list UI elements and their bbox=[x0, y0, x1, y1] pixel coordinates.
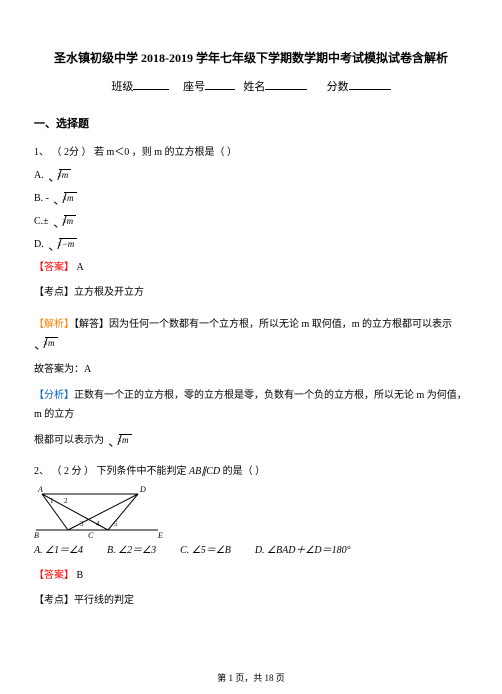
q1-stem: 1、 （ 2分 ） 若 m＜0 ，则 m 的立方根是（ ） bbox=[34, 144, 468, 161]
radicand: m bbox=[59, 169, 72, 180]
q2-optD: D. ∠BAD＋∠D＝180° bbox=[255, 542, 351, 559]
q1-optC: C.± 3m bbox=[34, 213, 468, 230]
exp2-tail-text: 根都可以表示为 bbox=[34, 432, 104, 449]
label-name: 姓名 bbox=[243, 81, 265, 93]
q1-answer: 【答案】 A bbox=[34, 259, 468, 276]
q1-exp1-tail: 故答案为：A bbox=[34, 361, 468, 378]
angle-5: 5 bbox=[114, 520, 118, 528]
cubert-icon: 3−m bbox=[56, 236, 78, 253]
geometry-diagram: A D B E C 1 2 3 4 5 bbox=[34, 486, 174, 538]
cubert-icon: 3m bbox=[42, 334, 58, 353]
answer-label: 【答案】 bbox=[34, 262, 74, 273]
blank-score bbox=[349, 79, 391, 90]
q2-stem-b: AB∥CD bbox=[189, 466, 220, 477]
exp-label: 【解析】 bbox=[34, 319, 74, 330]
pt-D: D bbox=[139, 486, 146, 494]
kp-value: 平行线的判定 bbox=[74, 595, 134, 606]
q1-optD: D. 3−m bbox=[34, 236, 468, 253]
q1-optB: B. - 3m bbox=[34, 190, 468, 207]
q2-stem: 2、 （ 2 分 ） 下列条件中不能判定 AB∥CD 的是（ ） bbox=[34, 463, 468, 480]
q1-kp: 【考点】立方根及开立方 bbox=[34, 284, 468, 301]
blank-class bbox=[133, 79, 169, 90]
kp-label: 【考点】 bbox=[34, 595, 74, 606]
q2-options: A. ∠1＝∠4 B. ∠2＝∠3 C. ∠5＝∠B D. ∠BAD＋∠D＝18… bbox=[34, 542, 468, 559]
angle-4: 4 bbox=[96, 520, 100, 528]
q2-optC: C. ∠5＝∠B bbox=[180, 542, 231, 559]
q2-kp: 【考点】平行线的判定 bbox=[34, 592, 468, 609]
radicand: m bbox=[45, 337, 58, 348]
angle-1: 1 bbox=[50, 497, 54, 505]
radicand: m bbox=[119, 434, 132, 445]
exam-title: 圣水镇初级中学 2018-2019 学年七年级下学期数学期中考试模拟试卷含解析 bbox=[34, 48, 468, 68]
pt-B: B bbox=[34, 531, 39, 538]
radicand: −m bbox=[59, 238, 78, 249]
answer-value: B bbox=[77, 570, 84, 581]
label-seat: 座号 bbox=[183, 81, 205, 93]
cubert-icon: 3m bbox=[116, 432, 132, 449]
q1-exp2-tail: 根都可以表示为 3m bbox=[34, 432, 468, 449]
angle-2: 2 bbox=[64, 497, 68, 505]
pt-E: E bbox=[157, 531, 163, 538]
blank-name bbox=[265, 79, 307, 90]
q2-stem-a: 2、 （ 2 分 ） 下列条件中不能判定 bbox=[34, 466, 189, 477]
q1-exp2: 【分析】正数有一个正的立方根，零的立方根是零，负数有一个负的立方根，所以无论 m… bbox=[34, 386, 468, 424]
angle-3: 3 bbox=[80, 520, 84, 528]
q1-exp1: 【解析】【解答】因为任何一个数都有一个立方根，所以无论 m 取何值，m 的立方根… bbox=[34, 315, 468, 353]
cubert-icon: 3m bbox=[56, 167, 72, 184]
q2-optA: A. ∠1＝∠4 bbox=[34, 542, 83, 559]
q1-optA-label: A. bbox=[34, 167, 44, 184]
cubert-icon: 3m bbox=[61, 213, 77, 230]
cubert-icon: 3m bbox=[61, 190, 77, 207]
q2-figure: A D B E C 1 2 3 4 5 bbox=[34, 486, 468, 538]
section-heading: 一、选择题 bbox=[34, 115, 468, 134]
answer-value: A bbox=[77, 262, 84, 273]
analysis-body: 正数有一个正的立方根，零的立方根是零，负数有一个负的立方根，所以无论 m 为何值… bbox=[34, 390, 467, 420]
label-class: 班级 bbox=[111, 81, 133, 93]
q2-stem-c: 的是（ ） bbox=[220, 466, 265, 477]
radicand: m bbox=[64, 192, 77, 203]
kp-value: 立方根及开立方 bbox=[74, 287, 144, 298]
q1-optB-label: B. - bbox=[34, 190, 49, 207]
answer-label: 【答案】 bbox=[34, 570, 74, 581]
q1-optA: A. 3m bbox=[34, 167, 468, 184]
label-score: 分数 bbox=[327, 81, 349, 93]
q1-optD-label: D. bbox=[34, 236, 44, 253]
pt-C: C bbox=[88, 531, 94, 538]
kp-label: 【考点】 bbox=[34, 287, 74, 298]
pt-A: A bbox=[37, 486, 43, 494]
blank-seat bbox=[205, 79, 235, 90]
q1-optC-label: C.± bbox=[34, 213, 49, 230]
page-footer: 第 1 页，共 18 页 bbox=[0, 671, 502, 684]
page: 圣水镇初级中学 2018-2019 学年七年级下学期数学期中考试模拟试卷含解析 … bbox=[0, 0, 502, 609]
exp-body: 【解答】因为任何一个数都有一个立方根，所以无论 m 取何值，m 的立方根都可以表… bbox=[74, 319, 452, 330]
radicand: m bbox=[64, 215, 77, 226]
q2-optB: B. ∠2＝∠3 bbox=[107, 542, 156, 559]
form-row: 班级 座号 姓名 分数 bbox=[34, 78, 468, 97]
analysis-label: 【分析】 bbox=[34, 390, 74, 401]
q2-answer: 【答案】 B bbox=[34, 567, 468, 584]
